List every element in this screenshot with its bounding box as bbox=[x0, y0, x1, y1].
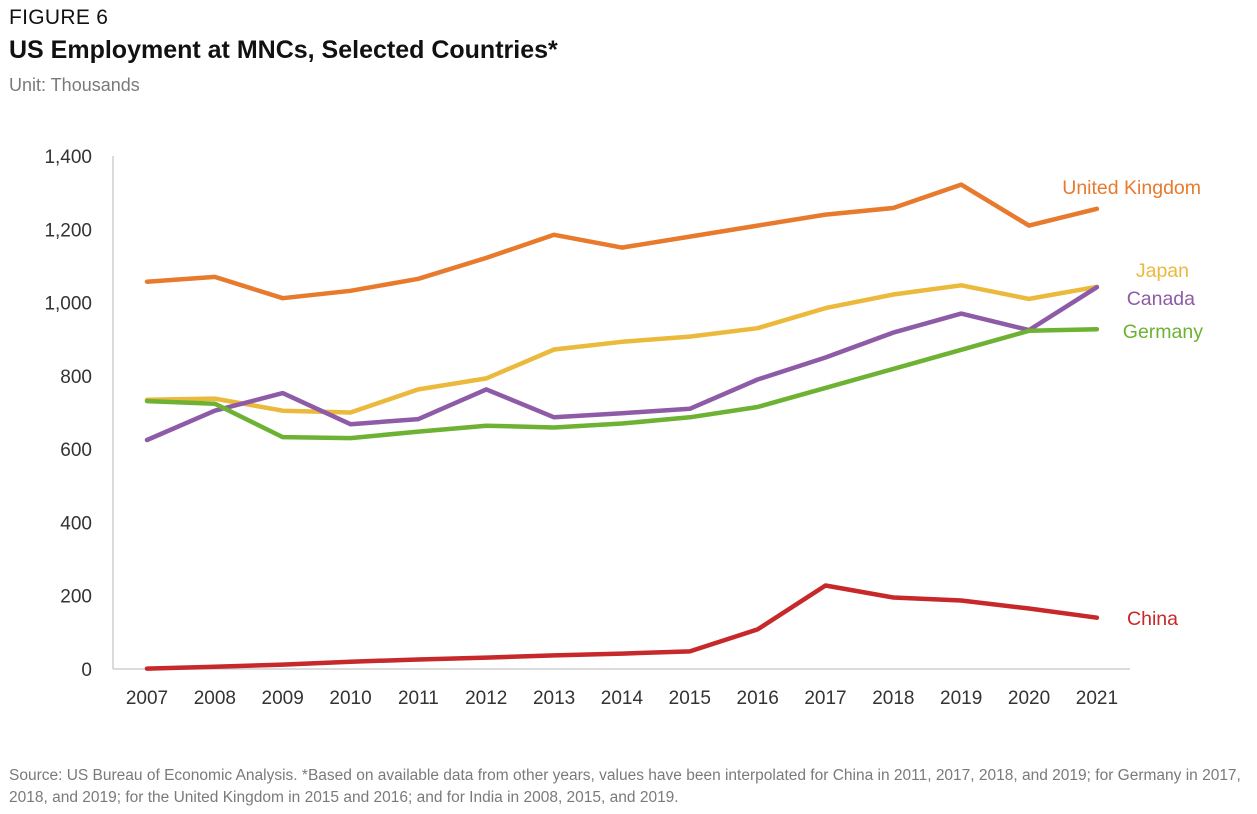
x-tick-label: 2007 bbox=[126, 688, 168, 709]
x-tick-label: 2008 bbox=[194, 688, 236, 709]
x-tick-label: 2021 bbox=[1076, 688, 1118, 709]
x-tick-label: 2013 bbox=[533, 688, 575, 709]
y-tick-label: 400 bbox=[60, 513, 92, 534]
chart-title: US Employment at MNCs, Selected Countrie… bbox=[9, 36, 558, 64]
x-tick-label: 2012 bbox=[465, 688, 507, 709]
y-tick-label: 200 bbox=[60, 587, 92, 608]
series-line-canada bbox=[144, 284, 1100, 443]
chart-subtitle: Unit: Thousands bbox=[9, 75, 140, 95]
x-tick-label: 2014 bbox=[601, 688, 644, 709]
series-line-china bbox=[144, 583, 1100, 671]
series-line-united-kingdom bbox=[144, 182, 1100, 301]
series-line-japan bbox=[144, 283, 1100, 415]
source-note: Source: US Bureau of Economic Analysis. … bbox=[9, 767, 1241, 806]
x-tick-label: 2009 bbox=[262, 688, 304, 709]
x-tick-label: 2020 bbox=[1008, 688, 1050, 709]
y-tick-label: 1,400 bbox=[44, 147, 92, 168]
series-label-japan: Japan bbox=[1136, 260, 1189, 282]
x-tick-label: 2018 bbox=[872, 688, 914, 709]
x-tick-label: 2015 bbox=[669, 688, 711, 709]
series-label-united-kingdom: United Kingdom bbox=[1062, 177, 1201, 199]
x-tick-label: 2010 bbox=[329, 688, 371, 709]
x-tick-label: 2011 bbox=[398, 688, 439, 709]
x-tick-label: 2016 bbox=[737, 688, 779, 709]
x-tick-label: 2019 bbox=[940, 688, 982, 709]
line-chart: 0 200 400 600 800 1,000 1,200 1,400 2007 2008 2009… bbox=[44, 147, 1203, 709]
y-tick-label: 600 bbox=[60, 440, 92, 461]
series-label-germany: Germany bbox=[1123, 321, 1203, 343]
y-tick-label: 800 bbox=[60, 367, 92, 388]
series-label-canada: Canada bbox=[1127, 288, 1195, 310]
x-tick-label: 2017 bbox=[804, 688, 846, 709]
series-label-china: China bbox=[1127, 608, 1178, 630]
y-tick-label: 0 bbox=[81, 660, 92, 681]
figure-label: FIGURE 6 bbox=[9, 6, 109, 29]
series-line-germany bbox=[144, 327, 1100, 441]
y-tick-label: 1,000 bbox=[44, 294, 92, 315]
y-tick-label: 1,200 bbox=[44, 220, 92, 241]
